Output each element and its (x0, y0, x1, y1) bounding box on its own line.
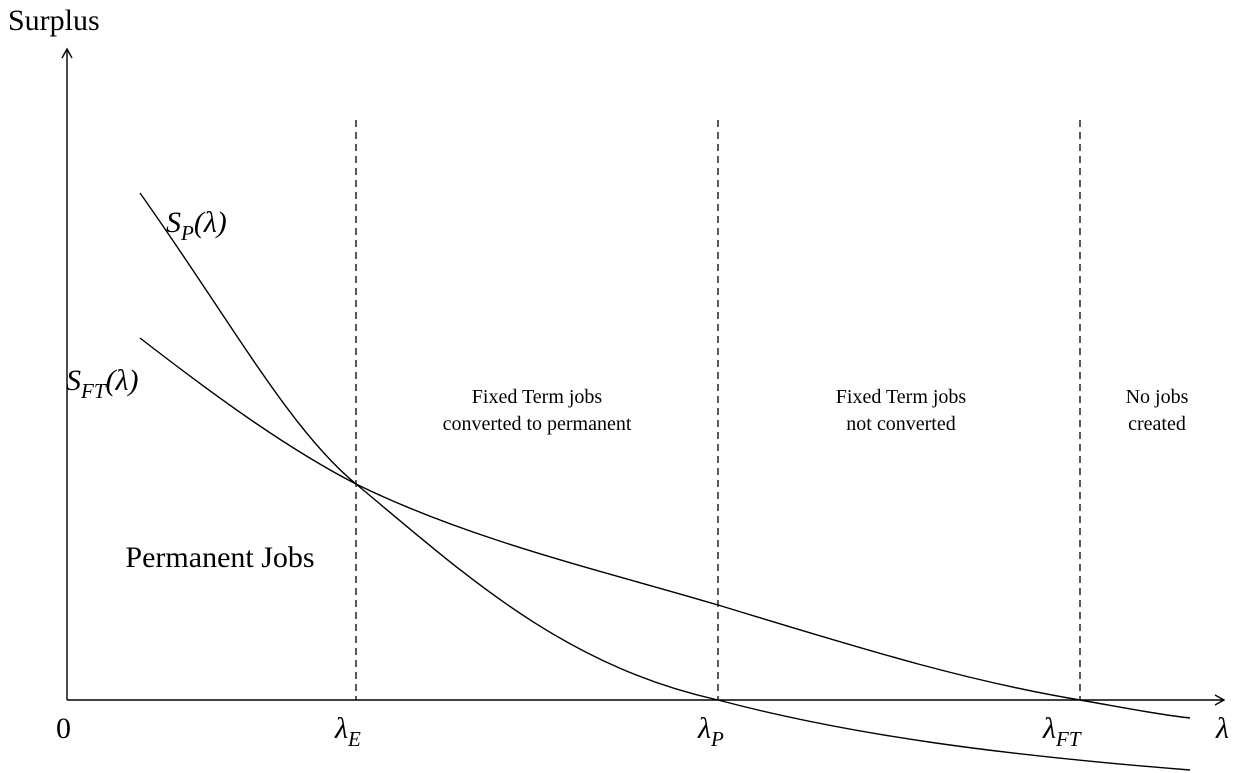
threshold-label: λP (697, 712, 724, 751)
axes: Surplus λ 0 (8, 4, 1229, 745)
region-label: Permanent Jobs (125, 541, 314, 574)
x-arrow (1214, 694, 1226, 706)
regions: Permanent Jobs Fixed Term jobs converted… (125, 386, 1188, 574)
curves: SP(λ) SFT(λ) (66, 192, 1191, 771)
curve-sft (139, 337, 1191, 719)
region-label: converted to permanent (443, 413, 632, 435)
y-axis-label: Surplus (8, 4, 100, 37)
curve-sp (139, 192, 1191, 771)
threshold-label: λE (334, 712, 361, 751)
curve-label: SP(λ) (166, 206, 227, 245)
threshold-label: λFT (1042, 712, 1082, 751)
region-label: No jobs (1126, 386, 1189, 408)
origin-label: 0 (56, 712, 71, 745)
x-axis-label: λ (1215, 712, 1229, 745)
thresholds: λE λP λFT (334, 120, 1082, 751)
y-arrow (61, 47, 73, 59)
region-label: not converted (846, 413, 955, 435)
region-label: Fixed Term jobs (836, 386, 967, 408)
curve-label: SFT(λ) (66, 364, 139, 403)
region-label: Fixed Term jobs (472, 386, 603, 408)
region-label: created (1128, 413, 1186, 435)
